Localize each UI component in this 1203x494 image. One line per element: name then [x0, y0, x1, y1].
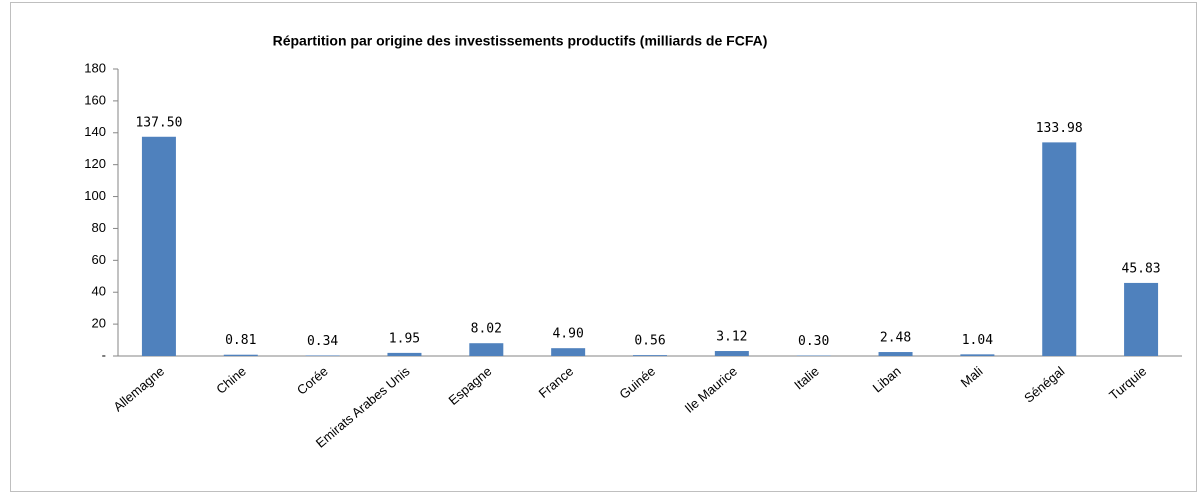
y-tick-label: 160	[84, 92, 106, 107]
value-label: 3.12	[716, 330, 747, 345]
value-label: 45.83	[1122, 261, 1161, 276]
y-tick-label: 80	[92, 220, 106, 235]
y-tick-label: 180	[84, 60, 106, 75]
bar	[305, 355, 340, 356]
value-label: 133.98	[1036, 121, 1083, 136]
value-label: 0.56	[634, 334, 665, 349]
bar	[633, 355, 667, 356]
bar	[387, 352, 422, 356]
bar	[551, 348, 586, 356]
value-label: 4.90	[552, 327, 583, 342]
chart-border	[10, 2, 1197, 492]
chart-title: Répartition par origine des investisseme…	[273, 33, 768, 49]
y-tick-label: 20	[92, 316, 106, 331]
bar	[141, 136, 176, 356]
bar	[714, 351, 749, 356]
value-label: 0.30	[798, 334, 829, 349]
value-label: 137.50	[135, 115, 182, 130]
bar	[1042, 142, 1077, 356]
y-tick-label: -	[102, 347, 106, 362]
y-tick-label: 140	[84, 124, 106, 139]
value-label: 8.02	[471, 322, 502, 337]
y-tick-label: 120	[84, 156, 106, 171]
y-tick-label: 100	[84, 188, 106, 203]
y-tick-label: 40	[92, 284, 106, 299]
bar	[960, 354, 995, 356]
value-label: 1.04	[962, 333, 993, 348]
y-tick-label: 60	[92, 252, 106, 267]
value-label: 2.48	[880, 331, 911, 346]
bar	[1124, 282, 1159, 356]
bar	[469, 343, 504, 356]
bar	[223, 354, 258, 356]
value-label: 0.81	[225, 333, 256, 348]
value-label: 1.95	[389, 331, 420, 346]
bar	[878, 352, 913, 356]
value-label: 0.34	[307, 334, 338, 349]
